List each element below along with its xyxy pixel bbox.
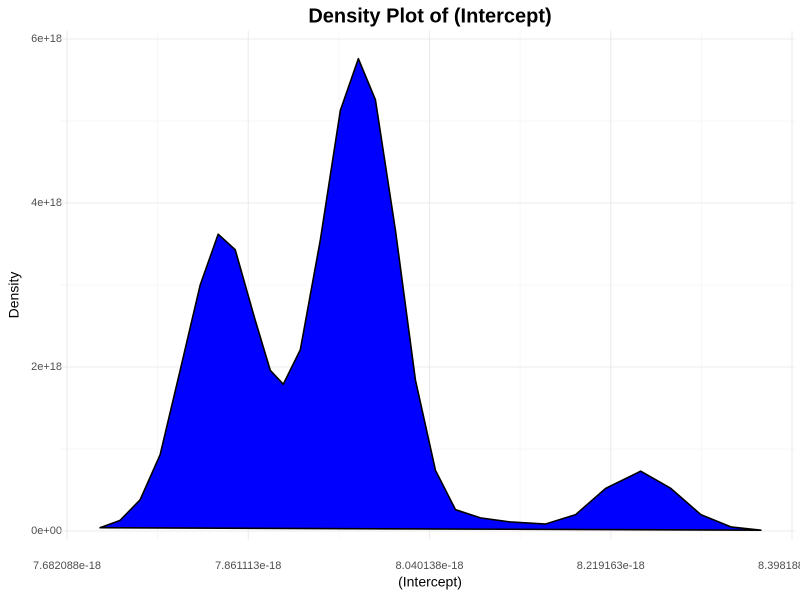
x-tick-label: 8.040138e-18 [396, 560, 464, 572]
y-tick-label: 0e+00 [31, 525, 62, 537]
x-tick-label: 7.861113e-18 [215, 560, 281, 572]
y-tick-label: 2e+18 [31, 361, 62, 373]
y-tick-label: 4e+18 [31, 197, 62, 209]
density-area [99, 57, 762, 531]
x-axis-label: (Intercept) [398, 574, 462, 590]
x-tick-label: 8.398188e-18 [758, 560, 800, 572]
chart-title: Density Plot of (Intercept) [308, 5, 551, 27]
y-axis-label: Density [6, 272, 22, 319]
x-tick-label: 7.682088e-18 [33, 560, 101, 572]
y-tick-label: 6e+18 [31, 33, 62, 45]
x-tick-label: 8.219163e-18 [577, 560, 645, 572]
